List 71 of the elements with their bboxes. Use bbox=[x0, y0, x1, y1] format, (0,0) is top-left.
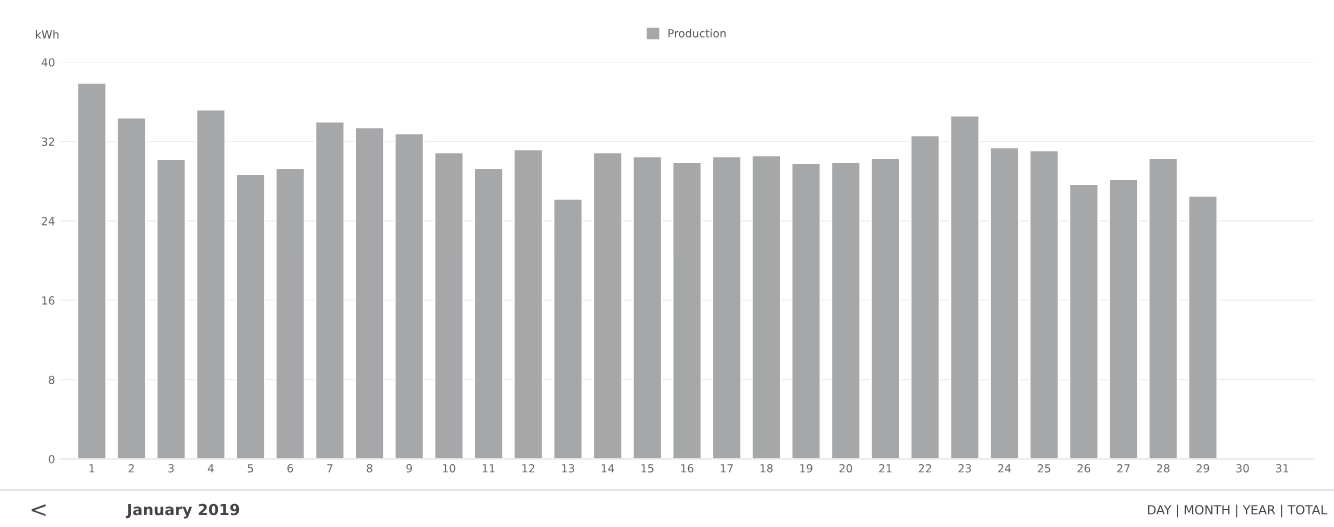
x-tick-label: 22 bbox=[918, 464, 932, 473]
x-tick-label: 25 bbox=[1037, 464, 1051, 473]
bar bbox=[1148, 157, 1179, 460]
x-tick-label: 10 bbox=[443, 464, 456, 473]
x-tick-label: 4 bbox=[207, 464, 214, 473]
bar bbox=[275, 167, 306, 460]
x-tick-label: 26 bbox=[1077, 464, 1091, 473]
x-tick-label: 29 bbox=[1196, 464, 1210, 473]
bar bbox=[473, 167, 504, 460]
y-tick-label: 16 bbox=[42, 296, 55, 305]
x-tick-label: 15 bbox=[641, 464, 654, 473]
x-tick-label: 12 bbox=[522, 464, 535, 473]
bar bbox=[672, 161, 702, 460]
bar bbox=[1068, 183, 1099, 460]
bar bbox=[870, 157, 901, 460]
x-tick-label: 27 bbox=[1117, 464, 1130, 473]
bar bbox=[314, 121, 345, 460]
bar bbox=[513, 148, 544, 460]
bar bbox=[394, 132, 425, 460]
x-tick-label: 3 bbox=[168, 464, 174, 473]
x-tick-label: 16 bbox=[681, 464, 694, 473]
bar bbox=[592, 151, 623, 460]
bar bbox=[949, 115, 980, 460]
bar bbox=[791, 162, 822, 460]
bar bbox=[1187, 195, 1218, 460]
bar bbox=[751, 154, 782, 460]
x-tick-label: 1 bbox=[89, 464, 95, 473]
y-axis-title: kWh bbox=[35, 29, 59, 39]
text: DAY | MONTH | YEAR | TOTAL bbox=[1148, 504, 1328, 518]
x-tick-label: 6 bbox=[287, 464, 294, 473]
x-tick-label: 2 bbox=[128, 464, 134, 473]
bar bbox=[235, 173, 266, 460]
x-tick-label: 18 bbox=[760, 464, 773, 473]
bar bbox=[830, 161, 861, 460]
bar bbox=[156, 158, 187, 460]
bar bbox=[76, 82, 107, 460]
x-tick-label: 20 bbox=[839, 464, 853, 473]
x-tick-label: 13 bbox=[562, 464, 575, 473]
text: < bbox=[31, 504, 46, 517]
x-tick-label: 23 bbox=[958, 464, 971, 473]
y-tick-label: 40 bbox=[41, 58, 55, 67]
bar bbox=[632, 155, 663, 460]
x-tick-label: 14 bbox=[601, 464, 615, 473]
text: January 2019 bbox=[125, 503, 240, 519]
bar bbox=[1108, 178, 1139, 460]
y-tick-label: 32 bbox=[41, 137, 55, 146]
bar bbox=[1029, 149, 1060, 460]
y-tick-label: 0 bbox=[48, 454, 55, 464]
x-tick-label: 7 bbox=[327, 464, 333, 473]
x-tick-label: 28 bbox=[1156, 464, 1170, 473]
x-tick-label: 9 bbox=[406, 464, 412, 473]
x-tick-label: 11 bbox=[482, 464, 495, 473]
bar bbox=[711, 155, 742, 460]
bar bbox=[116, 117, 147, 460]
bar bbox=[195, 109, 226, 460]
bar bbox=[354, 126, 385, 460]
bar bbox=[433, 151, 464, 460]
bar bbox=[989, 146, 1020, 460]
x-tick-label: 24 bbox=[998, 464, 1011, 473]
legend-label: Production bbox=[668, 28, 726, 38]
x-tick-label: 5 bbox=[247, 464, 254, 473]
bar bbox=[910, 134, 941, 460]
x-tick-label: 21 bbox=[879, 464, 892, 473]
y-tick-label: 8 bbox=[48, 375, 55, 385]
x-tick-label: 31 bbox=[1276, 464, 1289, 473]
x-tick-label: 17 bbox=[720, 464, 733, 473]
x-tick-label: 30 bbox=[1236, 464, 1249, 473]
x-tick-label: 19 bbox=[800, 464, 813, 473]
x-tick-label: 8 bbox=[366, 464, 373, 473]
bar bbox=[552, 198, 583, 460]
y-tick-label: 24 bbox=[41, 216, 55, 226]
